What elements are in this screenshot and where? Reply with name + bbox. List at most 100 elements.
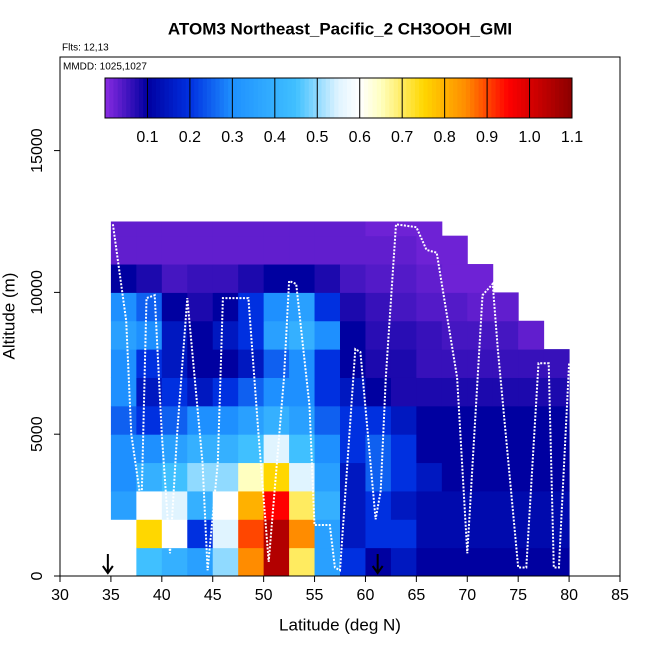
heatmap-cell [238,221,265,237]
heatmap-cell [238,377,265,407]
heatmap-cell [365,434,392,464]
x-tick-label: 80 [560,587,578,604]
heatmap-cell [289,547,316,577]
colorbar-swatch [202,78,208,118]
colorbar-swatch [491,78,497,118]
flight-track [111,223,571,572]
x-tick-label: 30 [51,587,69,604]
heatmap-cell [416,434,443,464]
colorbar-swatch [143,78,148,118]
heatmap-cell [136,221,163,237]
heatmap-cell [441,434,468,464]
heatmap-cell [340,320,366,350]
location-arrow [102,554,114,575]
heatmap-cell [314,264,341,293]
heatmap-cell [543,377,570,407]
heatmap-cell [110,490,137,520]
heatmap-cell [263,264,290,293]
heatmap-cell [136,519,163,549]
colorbar-swatch [380,78,386,118]
colorbar-swatch [308,78,314,118]
heatmap-cell [365,405,392,435]
heatmap-cell [238,264,265,293]
heatmap-cell [136,462,163,492]
heatmap-cell [340,490,366,520]
heatmap-cell [212,434,239,464]
heatmap-cell [136,292,163,322]
x-tick-label: 75 [509,587,527,604]
heatmap-cell [492,462,519,492]
heatmap-cell [390,292,417,322]
colorbar-swatch [474,78,480,118]
heatmap-cell [467,405,494,435]
colorbar-swatch [147,78,153,118]
heatmap-cell [416,519,443,549]
colorbar-swatch [385,78,390,118]
heatmap-cell [314,377,341,407]
colorbar-swatch [363,78,369,118]
x-tick-label: 65 [407,587,425,604]
colorbar-swatch [516,78,522,118]
heatmap-cell [110,221,137,237]
colorbar-swatch [313,78,318,118]
colorbar-swatch [121,78,127,118]
colorbar-swatch [317,78,323,118]
colorbar-swatch [440,78,446,118]
heatmap-cell [390,349,417,378]
heatmap-cell [136,490,163,520]
colorbar-swatch [533,78,539,118]
colorbar-swatch [181,78,187,118]
colorbar-swatch [402,78,407,118]
heatmap-cell [187,547,214,577]
x-tick-label: 35 [102,587,120,604]
heatmap-cell [212,264,239,293]
colorbar-swatch [274,78,280,118]
heatmap-cell [161,292,188,322]
colorbar-swatch [461,78,467,118]
colorbar-swatch [504,78,509,118]
heatmap-cell [340,462,366,492]
x-tick-label: 55 [306,587,324,604]
colorbar-swatch [126,78,131,118]
heatmap-cell [340,292,366,322]
colorbar-tick-label: 0.8 [434,129,456,146]
heatmap-cell [340,264,366,293]
colorbar-swatch [249,78,255,118]
heatmap-cell [543,547,570,577]
colorbar-swatch [368,78,373,118]
heatmap-cell [441,320,468,350]
colorbar-swatch [436,78,441,118]
heatmap-cell [289,292,316,322]
heatmap-cell [340,434,366,464]
heatmap-cell [289,377,316,407]
heatmap-cell [492,349,519,378]
colorbar-tick-label: 0.4 [264,129,286,146]
colorbar-swatch [211,78,216,118]
heatmap-cell [238,462,265,492]
plot-frame [59,56,621,577]
heatmap-cell [314,235,341,265]
heatmap-cell [390,462,417,492]
heatmap-cell [441,264,468,293]
heatmap-cell [365,235,392,265]
heatmap-cell [467,349,494,378]
colorbar-tick-label: 1.0 [518,129,540,146]
colorbar-swatch [291,78,297,118]
heatmap-cell [416,377,443,407]
colorbar-tick-label: 0.7 [391,129,413,146]
colorbar-swatch [525,78,531,118]
x-tick-label: 70 [458,587,476,604]
heatmap-cell [212,235,239,265]
colorbar-swatch [355,78,361,118]
heatmap-cell [416,462,443,492]
colorbar-swatch [414,78,420,118]
heatmap-cell [263,292,290,322]
heatmap-cell [441,235,468,265]
heatmap-cell [518,405,545,435]
heatmap-cell [187,292,214,322]
heatmap-cell [390,490,417,520]
heatmap-cell [110,320,137,350]
heatmap-cell [212,221,239,237]
colorbar-swatch [245,78,250,118]
heatmap-cell [110,405,137,435]
